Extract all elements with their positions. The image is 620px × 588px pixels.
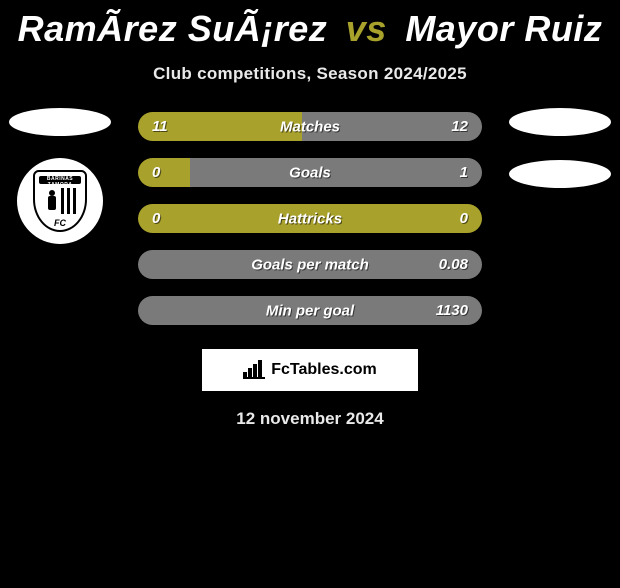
vs-label: vs bbox=[346, 8, 387, 49]
player2-name: Mayor Ruiz bbox=[405, 8, 602, 49]
metric-bar: 00Hattricks bbox=[138, 204, 482, 233]
left-column: BARINAS ZAMORA FC bbox=[0, 112, 120, 244]
player1-flag-oval bbox=[9, 108, 111, 136]
brand-box: FcTables.com bbox=[202, 349, 418, 391]
right-column bbox=[500, 112, 620, 188]
metric-bar: 01Goals bbox=[138, 158, 482, 187]
club-shield-icon: BARINAS ZAMORA FC bbox=[33, 170, 87, 232]
shield-top-text: BARINAS ZAMORA bbox=[35, 176, 85, 188]
comparison-title: RamÃ­rez SuÃ¡rez vs Mayor Ruiz bbox=[0, 8, 620, 50]
metric-bar: 1112Matches bbox=[138, 112, 482, 141]
bar-chart-icon bbox=[243, 361, 265, 379]
brand-text: FcTables.com bbox=[271, 361, 377, 379]
subtitle: Club competitions, Season 2024/2025 bbox=[0, 64, 620, 84]
bar-labels: 0.08 bbox=[138, 250, 482, 279]
right-value: 0.08 bbox=[439, 256, 468, 273]
left-value: 0 bbox=[152, 210, 160, 227]
bar-labels: 11 12 bbox=[138, 112, 482, 141]
shield-bottom-text: FC bbox=[35, 218, 85, 228]
right-value: 0 bbox=[460, 210, 468, 227]
content-area: BARINAS ZAMORA FC 1112Matches01Goals00Ha… bbox=[0, 112, 620, 325]
right-value: 1130 bbox=[436, 302, 468, 319]
bar-labels: 00 bbox=[138, 204, 482, 233]
bar-labels: 01 bbox=[138, 158, 482, 187]
right-value: 1 bbox=[460, 164, 468, 181]
comparison-bars: 1112Matches01Goals00Hattricks0.08Goals p… bbox=[138, 112, 482, 325]
left-value: 0 bbox=[152, 164, 160, 181]
left-value: 11 bbox=[152, 118, 168, 135]
bar-labels: 1130 bbox=[138, 296, 482, 325]
player2-club-oval bbox=[509, 160, 611, 188]
player1-club-badge: BARINAS ZAMORA FC bbox=[17, 158, 103, 244]
metric-bar: 0.08Goals per match bbox=[138, 250, 482, 279]
player2-flag-oval bbox=[509, 108, 611, 136]
date-label: 12 november 2024 bbox=[0, 409, 620, 429]
metric-bar: 1130Min per goal bbox=[138, 296, 482, 325]
right-value: 12 bbox=[451, 118, 468, 135]
player1-name: RamÃ­rez SuÃ¡rez bbox=[18, 8, 328, 49]
